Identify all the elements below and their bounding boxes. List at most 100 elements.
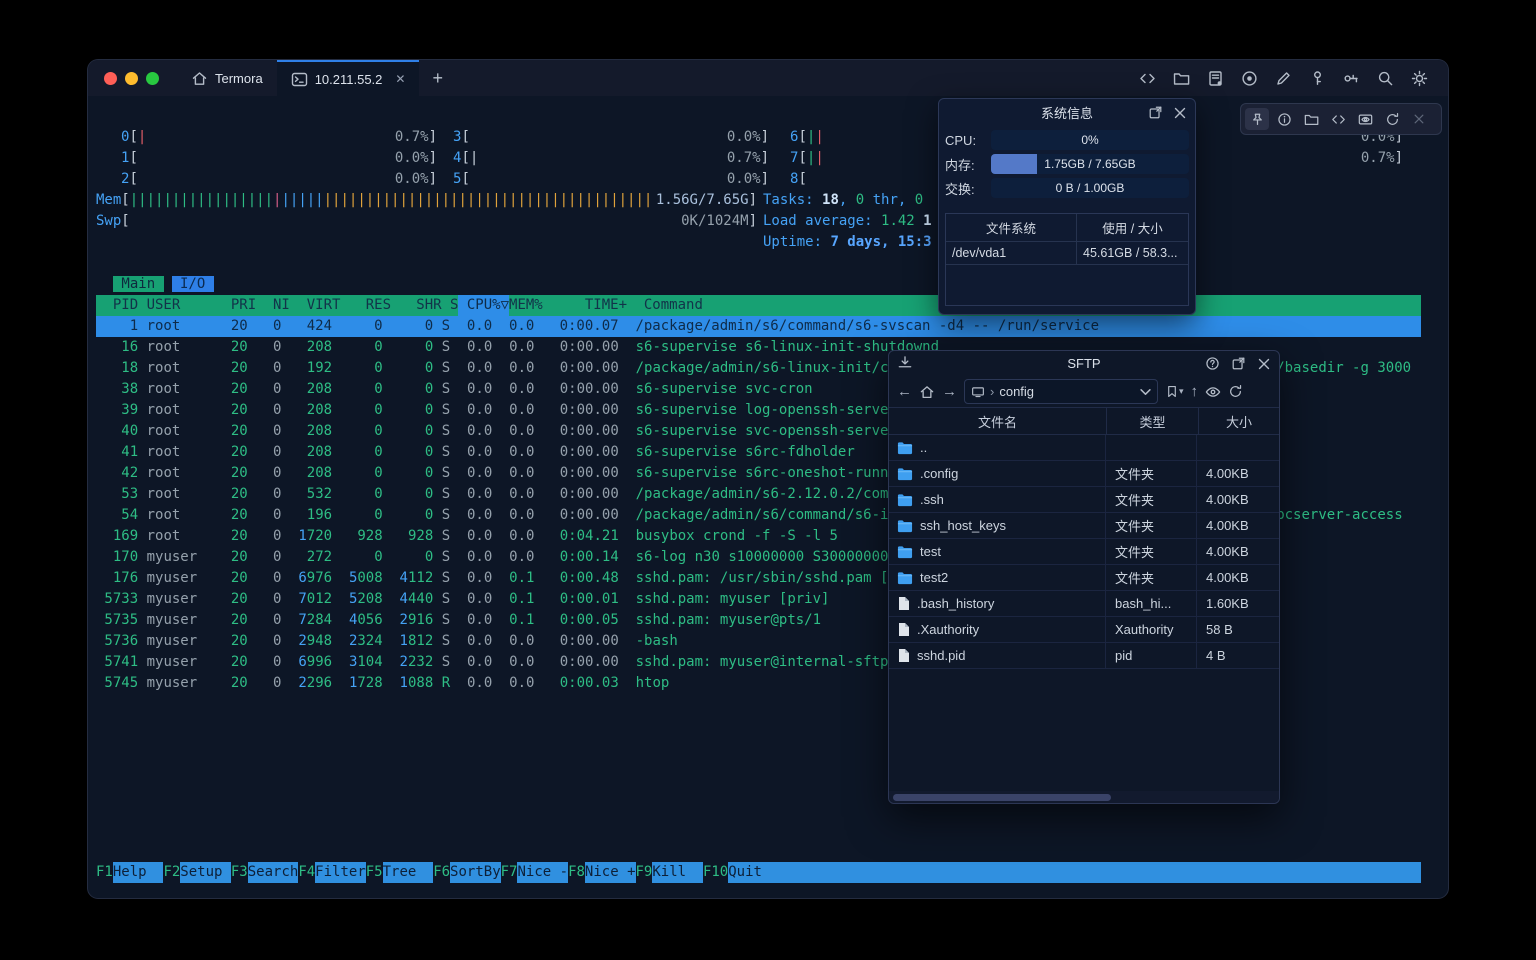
column-header-name[interactable]: 文件名	[889, 408, 1107, 434]
process-row[interactable]: 40 root 20 0 208 0 0 S 0.0 0.0 0:00.00 s…	[96, 423, 897, 439]
forward-icon[interactable]: →	[942, 383, 957, 400]
settings-gear-icon[interactable]	[1411, 70, 1428, 87]
cpu-meter: 8[	[790, 171, 807, 187]
sftp-scrollbar[interactable]	[889, 791, 1279, 803]
sftp-file-row[interactable]: ..	[889, 435, 1279, 461]
process-row[interactable]: 169 root 20 0 1720 928 928 S 0.0 0.0 0:0…	[96, 528, 838, 544]
cpu-meter: 1[0.0%]	[121, 150, 437, 166]
back-icon[interactable]: ←	[897, 383, 912, 400]
meter-bar: 1.75GB / 7.65GB	[991, 154, 1189, 174]
file-size: 4.00KB	[1206, 518, 1249, 533]
search-icon[interactable]	[1377, 70, 1394, 87]
function-key-bar[interactable]: F1 Help F2 Setup F3 Search F4 Filter F5 Tree F6…	[96, 862, 1421, 883]
code-icon[interactable]	[1139, 70, 1156, 87]
upload-icon[interactable]: ↑	[1190, 383, 1199, 400]
status-line: Uptime: 7 days, 15:3	[763, 234, 932, 250]
keychain-icon[interactable]	[1343, 70, 1360, 87]
info-icon[interactable]	[1272, 108, 1296, 130]
sftp-file-row[interactable]: .bash_history bash_hi... 1.60KB	[889, 591, 1279, 617]
sftp-file-row[interactable]: .ssh 文件夹 4.00KB	[889, 487, 1279, 513]
path-breadcrumb[interactable]: › config	[964, 379, 1158, 404]
process-table-header[interactable]: PID USER PRI NI VIRT RES SHR S CPU%▽ MEM%…	[96, 295, 1421, 316]
process-row-selected[interactable]: 1 root 20 0 424 0 0 S 0.0 0.0 0:00.07 /p…	[96, 316, 1421, 337]
column-header-type[interactable]: 类型	[1107, 408, 1199, 434]
refresh-icon[interactable]	[1380, 108, 1404, 130]
open-in-window-icon[interactable]	[1148, 105, 1163, 120]
code-icon[interactable]	[1326, 108, 1350, 130]
tab-main[interactable]: Main	[113, 276, 164, 292]
cpu-meter: 5[0.0%]	[453, 171, 769, 187]
minimize-window-button[interactable]	[125, 71, 138, 85]
sftp-toolbar: ← → › config ▾ ↑	[889, 376, 1279, 407]
new-tab-button[interactable]: +	[432, 67, 443, 88]
file-size	[1197, 435, 1279, 460]
help-icon[interactable]	[1205, 356, 1220, 371]
home-icon	[192, 71, 207, 85]
column-header-size[interactable]: 大小	[1225, 414, 1252, 430]
cpu-meter: 0[| 0.7%]	[121, 129, 437, 145]
record-icon[interactable]	[1241, 70, 1258, 87]
file-name: .bash_history	[917, 596, 995, 611]
tab-io[interactable]: I/O	[171, 276, 214, 292]
gpu-icon[interactable]	[1353, 108, 1377, 130]
titlebar-actions	[1139, 60, 1448, 96]
process-row[interactable]: 170 myuser 20 0 272 0 0 S 0.0 0.0 0:00.1…	[96, 549, 889, 565]
file-name: .config	[920, 466, 959, 481]
process-row[interactable]: 41 root 20 0 208 0 0 S 0.0 0.0 0:00.00 s…	[96, 444, 855, 460]
process-row[interactable]: 38 root 20 0 208 0 0 S 0.0 0.0 0:00.00 s…	[96, 381, 813, 397]
open-in-window-icon[interactable]	[1231, 356, 1246, 371]
titlebar: Termora 10.211.55.2 ✕ +	[88, 60, 1448, 96]
file-name: sshd.pid	[917, 648, 966, 663]
meter-label: 内存:	[945, 157, 975, 173]
session-tab[interactable]: 10.211.55.2 ✕	[276, 60, 420, 96]
filesystem-row[interactable]: /dev/vda1 45.61GB / 58.3...	[946, 242, 1188, 265]
process-row[interactable]: 42 root 20 0 208 0 0 S 0.0 0.0 0:00.00 s…	[96, 465, 906, 481]
home-tab-label: Termora	[215, 70, 263, 86]
memory-meter: Mem[||||||||||||||||||||||||||||||||||||…	[96, 192, 757, 208]
close-sftp-icon[interactable]	[1257, 357, 1271, 371]
show-hidden-eye-icon[interactable]	[1205, 384, 1221, 400]
sftp-file-row[interactable]: .config 文件夹 4.00KB	[889, 461, 1279, 487]
close-window-button[interactable]	[104, 71, 117, 85]
refresh-icon[interactable]	[1228, 384, 1243, 399]
chevron-down-icon[interactable]	[1140, 388, 1151, 396]
log-icon[interactable]	[1207, 70, 1224, 87]
folder-icon[interactable]	[1299, 108, 1323, 130]
process-row[interactable]: 5745 myuser 20 0 2296 1728 1088 R 0.0 0.…	[96, 675, 670, 691]
sftp-file-row[interactable]: ssh_host_keys 文件夹 4.00KB	[889, 513, 1279, 539]
meter-bar: 0%	[991, 130, 1189, 150]
filesystem-header-row: 文件系统 使用 / 大小	[946, 214, 1188, 242]
home-tab[interactable]: Termora	[177, 60, 277, 96]
home-icon[interactable]	[919, 384, 935, 400]
close-tab-icon[interactable]: ✕	[395, 72, 406, 86]
fs-usage: 45.61GB / 58.3...	[1083, 246, 1178, 260]
process-row[interactable]: 5741 myuser 20 0 6996 3104 2232 S 0.0 0.…	[96, 654, 889, 670]
folder-icon	[897, 519, 913, 533]
close-panel-icon[interactable]	[1173, 106, 1187, 120]
zoom-window-button[interactable]	[146, 71, 159, 85]
floating-toolbar	[1240, 103, 1442, 135]
file-icon	[897, 648, 910, 663]
pin-icon[interactable]	[1245, 108, 1269, 130]
sftp-file-row[interactable]: .Xauthority Xauthority 58 B	[889, 617, 1279, 643]
process-row[interactable]: 39 root 20 0 208 0 0 S 0.0 0.0 0:00.00 s…	[96, 402, 897, 418]
file-type	[1106, 435, 1197, 460]
sftp-file-row[interactable]: test2 文件夹 4.00KB	[889, 565, 1279, 591]
file-icon	[897, 596, 910, 611]
file-name: test	[920, 544, 941, 559]
key-icon[interactable]	[1309, 70, 1326, 87]
close-icon[interactable]	[1407, 108, 1431, 130]
file-type: 文件夹	[1106, 513, 1197, 538]
sftp-file-row[interactable]: test 文件夹 4.00KB	[889, 539, 1279, 565]
edit-icon[interactable]	[1275, 70, 1292, 87]
swap-meter: Swp[0K/1024M]	[96, 213, 757, 229]
download-icon[interactable]	[897, 355, 913, 371]
process-row[interactable]: 5735 myuser 20 0 7284 4056 2916 S 0.0 0.…	[96, 612, 822, 628]
bookmark-button[interactable]: ▾	[1165, 384, 1184, 399]
sftp-file-row[interactable]: sshd.pid pid 4 B	[889, 643, 1279, 669]
process-row[interactable]: 5736 myuser 20 0 2948 2324 1812 S 0.0 0.…	[96, 633, 678, 649]
scrollbar-thumb[interactable]	[893, 793, 1111, 801]
process-row[interactable]: 5733 myuser 20 0 7012 5208 4440 S 0.0 0.…	[96, 591, 830, 607]
system-info-title: 系统信息	[1040, 106, 1093, 121]
folder-icon[interactable]	[1173, 70, 1190, 87]
